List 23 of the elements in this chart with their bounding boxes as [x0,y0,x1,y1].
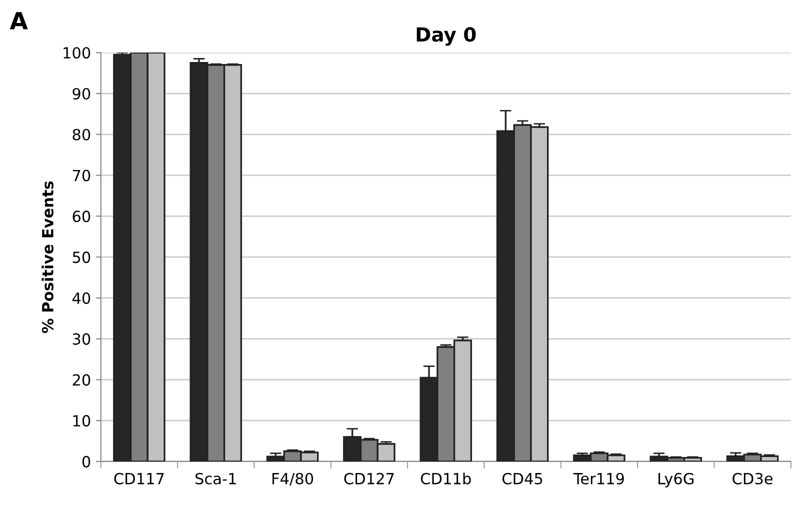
x-tick-label: CD3e [732,472,772,484]
x-tick-label: Sca-1 [196,472,236,484]
y-tick-label: 40 [72,292,90,304]
y-tick-label: 0 [82,456,90,468]
x-tick-label: Ly6G [658,472,694,488]
y-tick-label: 60 [72,210,90,222]
x-tick-label: CD127 [344,472,394,484]
y-tick-label: 70 [72,170,90,182]
y-tick-label: 100 [64,47,90,59]
y-axis-title: % Positive Events [42,181,54,333]
x-tick-label: F4/80 [272,472,314,486]
y-tick-label: 30 [72,333,90,345]
y-tick-label: 20 [72,374,90,386]
x-tick-label: CD117 [114,472,164,484]
x-tick-label: CD11b [420,472,471,484]
y-tick-label: 90 [72,88,90,100]
chart-title: Day 0 [416,27,476,46]
x-tick-label: Ter119 [573,472,624,484]
y-tick-label: 50 [72,252,90,264]
y-tick-label: 10 [73,415,90,427]
text: A [10,12,28,30]
x-tick-label: CD45 [502,472,542,484]
y-tick-label: 80 [72,128,90,140]
